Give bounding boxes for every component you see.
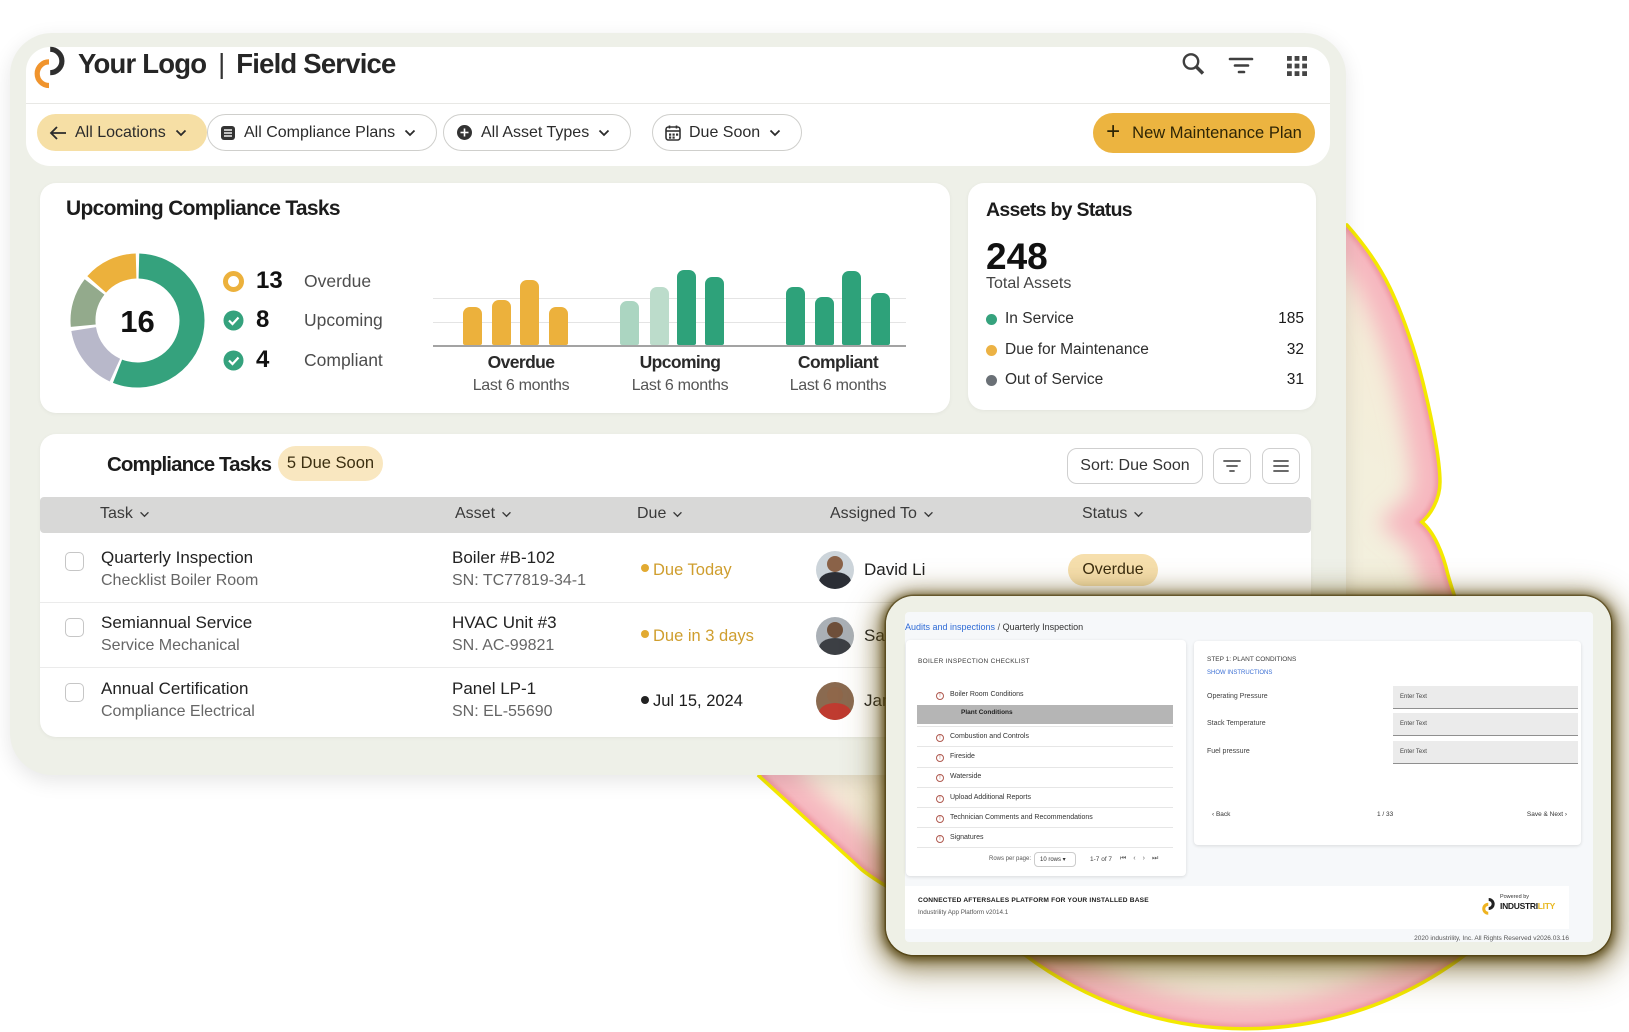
svg-text:16: 16 bbox=[120, 304, 154, 339]
